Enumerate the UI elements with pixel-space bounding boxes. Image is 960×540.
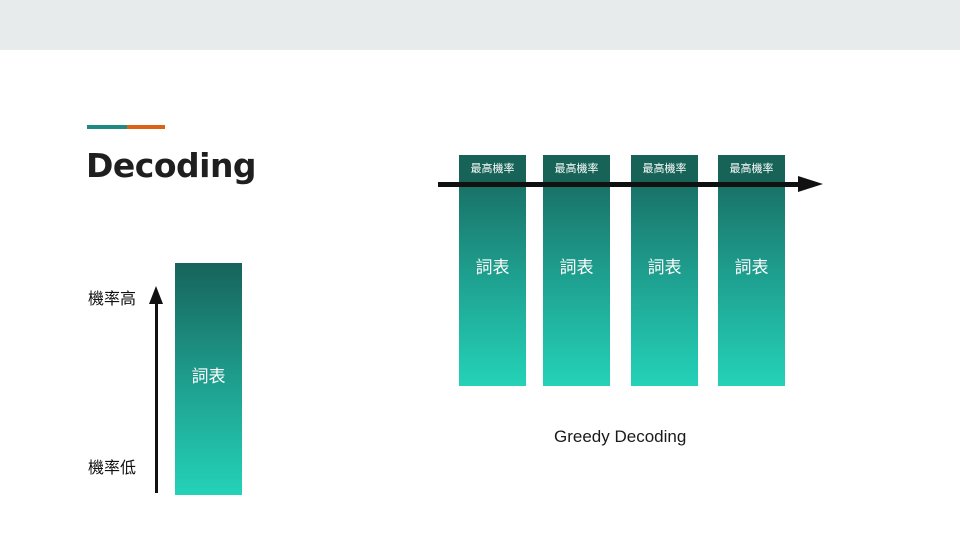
diagram-caption: Greedy Decoding <box>554 427 687 446</box>
step-vocabulary-label: 詞表 <box>647 258 682 278</box>
step-header: 最高機率 <box>543 155 610 183</box>
step-header: 最高機率 <box>459 155 526 183</box>
decoding-step-3: 最高機率 詞表 <box>631 155 698 386</box>
step-vocabulary-label: 詞表 <box>475 258 510 278</box>
decoding-step-4: 最高機率 詞表 <box>718 155 785 386</box>
top-bar <box>0 0 960 50</box>
vocabulary-label: 詞表 <box>191 367 226 387</box>
probability-low-label: 機率低 <box>88 458 137 477</box>
step-vocabulary-label: 詞表 <box>559 258 594 278</box>
title-accent-teal <box>87 125 127 129</box>
step-vocabulary-label: 詞表 <box>734 258 769 278</box>
title-accent-orange <box>127 125 165 129</box>
step-header: 最高機率 <box>718 155 785 183</box>
decoding-step-1: 最高機率 詞表 <box>459 155 526 386</box>
slide-title: Decoding <box>86 146 257 185</box>
step-header: 最高機率 <box>631 155 698 183</box>
probability-high-label: 機率高 <box>88 289 137 308</box>
axis-arrow-head <box>149 286 163 304</box>
decoding-step-2: 最高機率 詞表 <box>543 155 610 386</box>
probability-axis <box>155 303 158 493</box>
greedy-path-arrow <box>438 182 800 187</box>
arrow-head-icon <box>798 176 823 192</box>
vocabulary-column: 詞表 <box>175 263 242 495</box>
